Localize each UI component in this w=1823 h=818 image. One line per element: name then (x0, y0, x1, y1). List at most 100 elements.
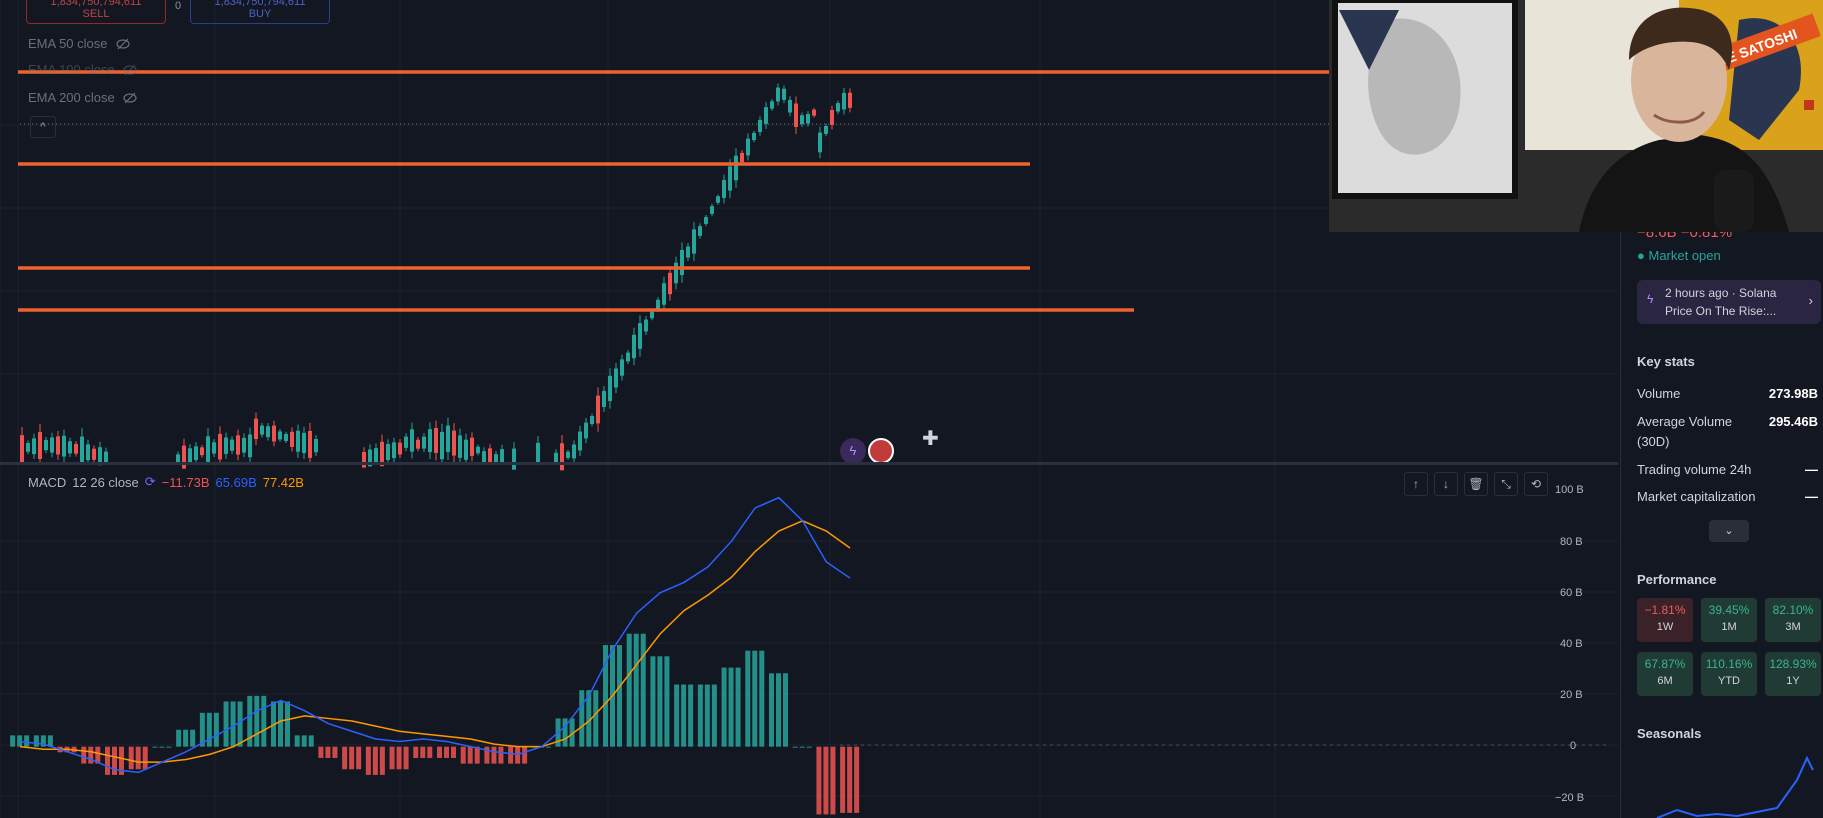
candle-body (494, 454, 498, 465)
buy-button[interactable]: 1,834,750,794,611 BUY (190, 0, 330, 24)
macd-axis-tick: −20 B (1555, 792, 1585, 804)
candle-body (188, 448, 192, 463)
candle-body (212, 442, 216, 454)
perf-period: 6M (1657, 675, 1673, 687)
performance-cell-1m[interactable]: 39.45% 1M (1701, 598, 1757, 642)
macd-histogram-bar (128, 746, 134, 770)
candle-body (758, 119, 762, 133)
macd-histogram-bar (840, 746, 846, 813)
performance-cell-6m[interactable]: 67.87% 6M (1637, 652, 1693, 696)
macd-axis-tick: 40 B (1560, 638, 1583, 650)
key-stats-title: Key stats (1637, 354, 1695, 369)
macd-histogram-bar (40, 735, 46, 747)
settings-spinner-icon[interactable]: ⟳ (144, 474, 156, 489)
macd-histogram-bar (247, 695, 253, 747)
macd-histogram-bar (183, 729, 189, 747)
candle-body (248, 434, 252, 458)
candle-body (182, 445, 186, 469)
candle-body (380, 441, 384, 467)
us-flag-event-icon[interactable] (868, 438, 894, 464)
eye-hidden-icon[interactable] (123, 91, 137, 105)
ema50-legend[interactable]: EMA 50 close (28, 36, 130, 51)
macd-histogram-bar (735, 667, 741, 747)
macd-legend[interactable]: MACD 12 26 close ⟳ −11.73B 65.69B 77.42B (28, 474, 304, 490)
macd-line-value: 65.69B (215, 474, 257, 490)
candle-body (428, 429, 432, 453)
move-down-icon[interactable]: ↓ (1434, 472, 1458, 496)
eye-hidden-icon[interactable] (123, 63, 137, 77)
lightning-icon[interactable]: ϟ (840, 438, 866, 464)
macd-histogram-bar (799, 746, 805, 748)
maximize-pane-icon[interactable]: ⟲ (1524, 472, 1548, 496)
ema200-label: EMA 200 close (28, 90, 115, 105)
macd-histogram-bar (728, 667, 734, 747)
candle-body (254, 418, 258, 439)
eye-hidden-icon[interactable] (115, 37, 130, 51)
candle-body (296, 430, 300, 452)
candle-body (464, 439, 468, 460)
pane-separator[interactable] (0, 462, 1618, 465)
collapse-legend-button[interactable]: ^ (30, 116, 56, 138)
candle-body (266, 426, 270, 438)
candle-body (836, 103, 840, 112)
macd-params: 12 26 close (72, 474, 139, 490)
macd-axis-tick: 80 B (1560, 536, 1583, 548)
macd-histogram-bar (816, 746, 822, 815)
candle-body (74, 443, 78, 454)
candle-body (782, 88, 786, 100)
macd-histogram-bar (579, 690, 585, 747)
candle-body (476, 446, 480, 454)
macd-hist-value: −11.73B (161, 474, 210, 490)
seasonals-mini-chart[interactable] (1637, 750, 1821, 818)
macd-histogram-bar (586, 690, 592, 747)
trash-icon[interactable]: 🗑 (1464, 472, 1488, 496)
candle-body (716, 196, 720, 203)
candle-body (806, 113, 810, 124)
macd-histogram-bar (254, 695, 260, 747)
collapse-pane-icon[interactable]: ⤡ (1494, 472, 1518, 496)
performance-cell-ytd[interactable]: 110.16% YTD (1701, 652, 1757, 696)
performance-cell-3m[interactable]: 82.10% 3M (1765, 598, 1821, 642)
candle-body (686, 246, 690, 258)
candle-body (392, 442, 396, 459)
market-status-label: Market open (1648, 248, 1721, 263)
macd-histogram-bar (95, 746, 101, 764)
macd-histogram-bar (119, 746, 124, 775)
macd-histogram-bar (152, 746, 158, 748)
sell-button[interactable]: 1,834,750,794,611 SELL (26, 0, 166, 24)
candle-body (512, 448, 516, 470)
news-card[interactable]: ϟ 2 hours ago · Solana Price On The Rise… (1637, 280, 1821, 324)
perf-value: 82.10% (1772, 603, 1814, 617)
candle-body (224, 437, 228, 454)
macd-histogram-bar (745, 650, 751, 747)
perf-value: 110.16% (1705, 657, 1753, 671)
price-chart[interactable] (0, 0, 1618, 818)
macd-histogram-bar (413, 746, 419, 758)
ema200-legend[interactable]: EMA 200 close (28, 90, 137, 105)
macd-histogram-bar (223, 701, 229, 747)
macd-histogram-bar (403, 746, 409, 770)
perf-value: −1.81% (1644, 603, 1686, 617)
stat-label: Average Volume (1637, 414, 1733, 429)
candle-body (752, 132, 756, 141)
candle-body (584, 422, 588, 439)
performance-cell-1y[interactable]: 128.93% 1Y (1765, 652, 1821, 696)
candle-body (20, 435, 24, 463)
candle-body (788, 99, 792, 113)
macd-histogram-bar (830, 746, 836, 815)
performance-cell-1w[interactable]: −1.81% 1W (1637, 598, 1693, 642)
move-up-icon[interactable]: ↑ (1404, 472, 1428, 496)
ema100-legend[interactable]: EMA 100 close (28, 62, 137, 77)
macd-histogram-bar (278, 701, 283, 747)
macd-histogram-bar (420, 746, 426, 758)
candle-body (176, 454, 180, 464)
macd-histogram-bar (474, 746, 480, 764)
macd-histogram-bar (332, 746, 338, 758)
candle-body (92, 448, 96, 460)
candle-body (272, 425, 276, 442)
macd-histogram-bar (10, 735, 16, 747)
expand-stats-button[interactable]: ⌄ (1709, 520, 1749, 542)
candle-body (626, 352, 630, 362)
candle-body (32, 438, 36, 455)
